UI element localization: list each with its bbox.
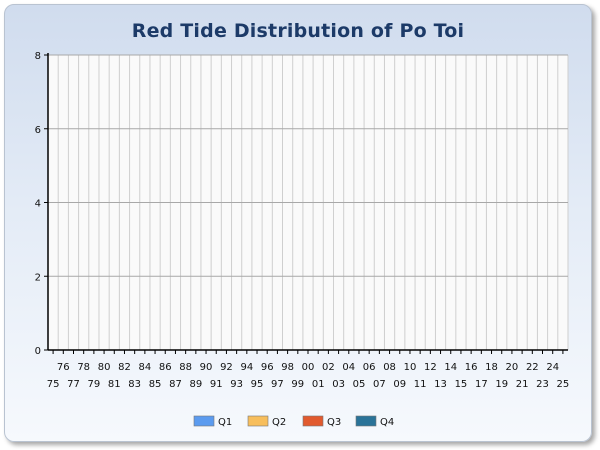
x-tick-label: 78 [77, 362, 90, 373]
x-tick-label: 93 [230, 379, 243, 390]
x-tick-label: 80 [98, 362, 111, 373]
x-tick-label: 01 [312, 379, 325, 390]
legend-label-q3: Q3 [327, 417, 341, 428]
x-tick-label: 21 [516, 379, 529, 390]
x-tick-label: 18 [485, 362, 498, 373]
x-tick-label: 02 [322, 362, 335, 373]
legend-swatch-q2 [247, 415, 269, 427]
x-tick-label: 05 [353, 379, 366, 390]
x-tick-label: 22 [526, 362, 539, 373]
x-tick-label: 03 [332, 379, 345, 390]
x-tick-label: 95 [251, 379, 264, 390]
legend-swatch-q4 [355, 415, 377, 427]
x-tick-label: 97 [271, 379, 284, 390]
x-tick-label: 20 [506, 362, 519, 373]
x-tick-label: 14 [444, 362, 457, 373]
legend-label-q2: Q2 [272, 417, 286, 428]
x-tick-label: 94 [240, 362, 253, 373]
x-tick-label: 89 [189, 379, 202, 390]
legend-swatch-q3 [302, 415, 324, 427]
x-tick-label: 25 [557, 379, 570, 390]
x-tick-label: 23 [536, 379, 549, 390]
chart-title: Red Tide Distribution of Po Toi [131, 20, 465, 42]
x-tick-label: 06 [363, 362, 376, 373]
y-tick-label: 4 [35, 199, 41, 210]
x-tick-label: 10 [404, 362, 417, 373]
x-tick-label: 92 [220, 362, 233, 373]
x-tick-label: 08 [383, 362, 396, 373]
x-tick-label: 15 [455, 379, 468, 390]
x-tick-label: 87 [169, 379, 182, 390]
legend-label-q4: Q4 [380, 417, 394, 428]
x-tick-label: 81 [108, 379, 121, 390]
x-tick-label: 11 [414, 379, 427, 390]
x-tick-label: 84 [138, 362, 151, 373]
x-tick-label: 76 [57, 362, 70, 373]
x-tick-label: 88 [179, 362, 192, 373]
legend-label-q1: Q1 [218, 417, 232, 428]
y-tick-label: 8 [35, 51, 41, 62]
x-tick-label: 17 [475, 379, 488, 390]
x-tick-label: 91 [210, 379, 223, 390]
x-tick-label: 83 [128, 379, 141, 390]
x-tick-label: 04 [342, 362, 355, 373]
x-tick-label: 79 [88, 379, 101, 390]
x-tick-label: 24 [546, 362, 559, 373]
x-tick-label: 09 [393, 379, 406, 390]
x-tick-label: 19 [495, 379, 508, 390]
x-tick-label: 96 [261, 362, 274, 373]
x-tick-label: 82 [118, 362, 131, 373]
x-tick-label: 98 [281, 362, 294, 373]
x-tick-label: 07 [373, 379, 386, 390]
y-tick-label: 6 [35, 125, 41, 136]
x-tick-label: 00 [302, 362, 315, 373]
x-tick-label: 12 [424, 362, 437, 373]
y-tick-label: 0 [35, 346, 41, 357]
x-tick-label: 16 [465, 362, 478, 373]
x-tick-label: 75 [47, 379, 60, 390]
x-tick-label: 77 [67, 379, 80, 390]
legend-swatch-q1 [193, 415, 215, 427]
x-tick-label: 90 [200, 362, 213, 373]
x-tick-label: 13 [434, 379, 447, 390]
x-tick-label: 99 [291, 379, 304, 390]
x-tick-label: 86 [159, 362, 172, 373]
x-tick-label: 85 [149, 379, 162, 390]
y-tick-label: 2 [35, 272, 41, 283]
